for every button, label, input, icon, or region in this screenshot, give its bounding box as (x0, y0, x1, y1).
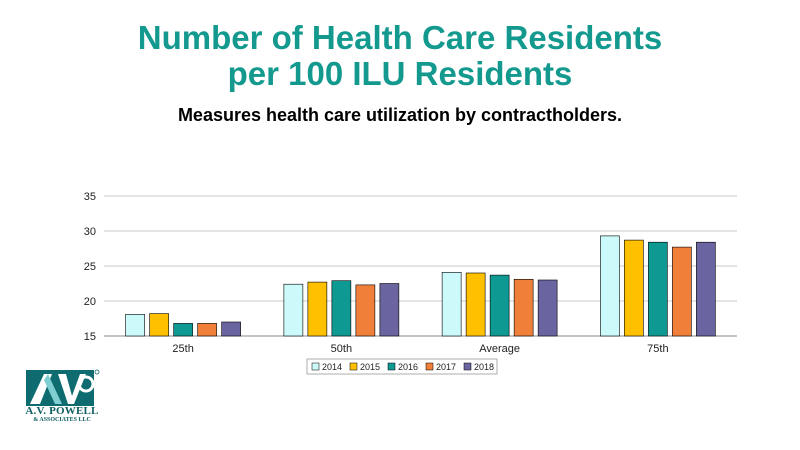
bar (513, 278, 534, 337)
legend-label: 2018 (474, 362, 494, 372)
bar (331, 280, 352, 337)
legend-swatch (425, 362, 434, 371)
bar (537, 279, 558, 337)
bar (600, 235, 620, 337)
chart-title-line-2: per 100 ILU Residents (227, 55, 573, 92)
bar (125, 313, 145, 337)
legend-swatch (311, 362, 320, 371)
y-tick-label: 30 (84, 226, 96, 238)
y-tick-label: 35 (84, 191, 96, 203)
bar (624, 239, 644, 337)
x-tick-label: Average (479, 343, 520, 355)
legend-swatch (387, 362, 396, 371)
bar (173, 323, 193, 337)
bar (307, 281, 328, 337)
bar (355, 284, 376, 337)
logo-wordmark: A.V. POWELL & ASSOCIATES LLC (22, 405, 102, 424)
legend-label: 2017 (436, 362, 456, 372)
legend-label: 2016 (398, 362, 418, 372)
bar (379, 283, 400, 337)
bar (672, 246, 692, 337)
bar (441, 271, 462, 337)
x-tick-label: 50th (331, 343, 352, 355)
x-tick-label: 25th (172, 343, 193, 355)
logo-registered-mark (94, 369, 100, 375)
logo-a-right-stroke (44, 374, 62, 404)
bar (197, 323, 217, 337)
y-tick-label: 15 (84, 331, 96, 343)
legend-label: 2015 (360, 362, 380, 372)
bar (648, 241, 668, 337)
logo-company-name: A.V. POWELL (25, 405, 99, 417)
bar (696, 241, 716, 337)
legend-swatch (349, 362, 358, 371)
y-tick-label: 25 (84, 261, 96, 273)
logo-p-bowl (77, 375, 95, 393)
logo-company-sub: & ASSOCIATES LLC (33, 417, 91, 423)
chart-title-line-1: Number of Health Care Residents (137, 19, 663, 56)
bar (489, 274, 510, 337)
bar (149, 313, 169, 337)
chart-subtitle: Measures health care utilization by cont… (177, 105, 623, 125)
bar (283, 283, 304, 337)
company-logo (26, 369, 100, 406)
chart-title: Number of Health Care Residents per 100 … (0, 20, 800, 92)
y-tick-label: 20 (84, 296, 96, 308)
legend-label: 2014 (322, 362, 342, 372)
legend-swatch (463, 362, 472, 371)
x-tick-label: 75th (647, 343, 668, 355)
bar (465, 272, 486, 337)
bar (221, 321, 241, 337)
